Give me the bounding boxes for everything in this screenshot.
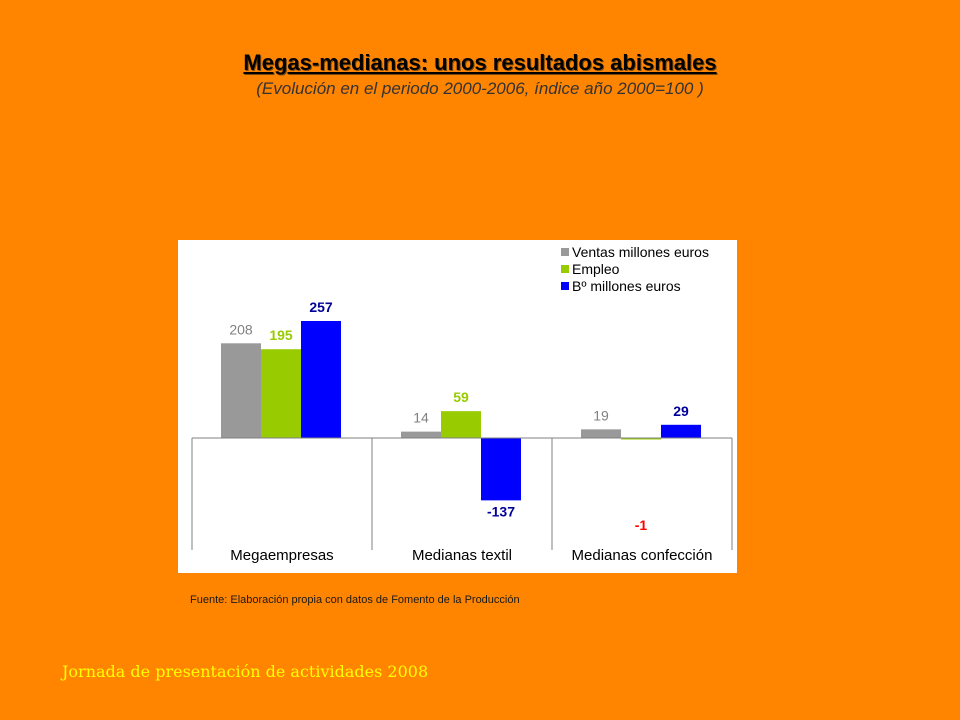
bar-0-2	[581, 429, 621, 438]
value-label-0-1: 14	[413, 410, 429, 426]
legend-label-2: Bº millones euros	[572, 278, 681, 294]
legend-label-1: Empleo	[572, 261, 620, 277]
legend-swatch-2	[561, 282, 569, 290]
chart-area: 208 195 257 14 59 -137 19 -1 29 Megaempresas Media…	[178, 240, 737, 573]
value-label-0-2: 19	[593, 407, 609, 423]
bar-2-1	[481, 438, 521, 501]
value-label-2-2: 29	[673, 403, 689, 419]
bar-2-2	[661, 424, 701, 438]
category-label-0: Megaempresas	[230, 547, 333, 564]
bar-1-1	[441, 411, 481, 438]
bar-0-0	[221, 343, 261, 438]
bar-2-0	[301, 321, 341, 438]
legend-swatch-1	[561, 265, 569, 273]
category-label-1: Medianas textil	[412, 547, 512, 564]
value-label-1-0: 195	[269, 327, 293, 343]
bar-0-1	[401, 431, 441, 438]
value-label-1-2: -1	[635, 517, 648, 533]
value-label-2-1: -137	[487, 503, 515, 519]
bar-1-2	[621, 438, 661, 440]
slide-subtitle: (Evolución en el periodo 2000-2006, índi…	[256, 79, 704, 98]
slide-title: Megas-medianas: unos resultados abismale…	[243, 50, 717, 75]
category-label-2: Medianas confección	[572, 547, 713, 564]
bar-chart: 208 195 257 14 59 -137 19 -1 29 Megaempresas Media…	[191, 244, 733, 564]
footer-text: Jornada de presentación de actividades 2…	[62, 662, 429, 681]
legend-label-0: Ventas millones euros	[572, 244, 709, 260]
value-label-0-0: 208	[229, 321, 253, 337]
bar-1-0	[261, 349, 301, 438]
legend-swatch-0	[561, 248, 569, 256]
value-label-1-1: 59	[453, 389, 469, 405]
source-note: Fuente: Elaboración propia con datos de …	[190, 594, 520, 606]
value-label-2-0: 257	[309, 299, 333, 315]
